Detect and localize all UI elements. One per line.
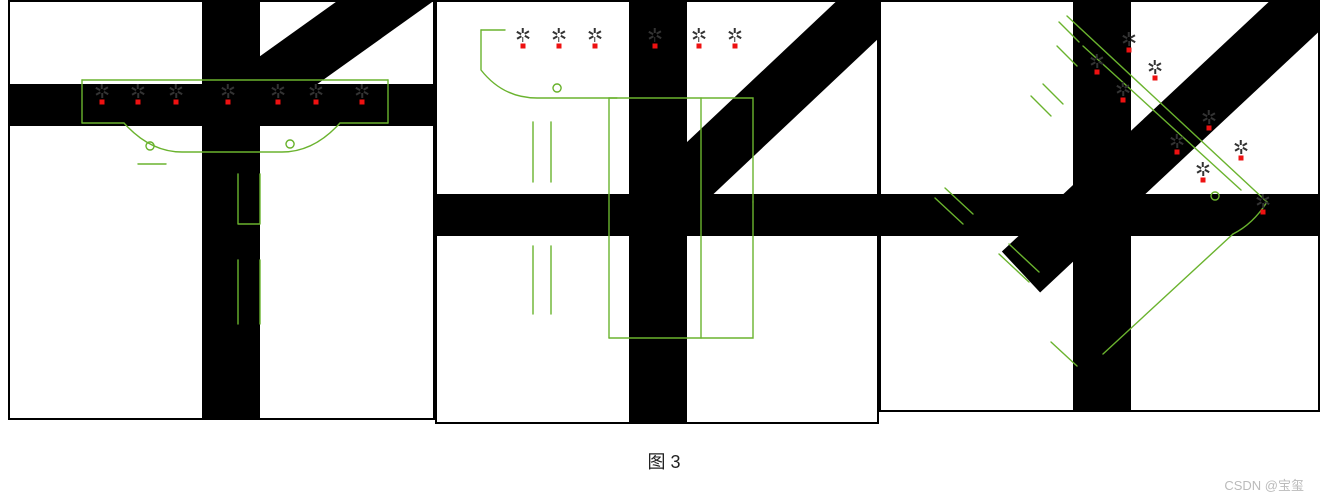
lidar-marker xyxy=(1256,205,1270,219)
lidar-marker xyxy=(1202,121,1216,135)
lidar-marker xyxy=(516,39,530,53)
panel-p1 xyxy=(8,0,435,420)
panel-p3 xyxy=(879,0,1320,412)
lidar-marker xyxy=(1116,93,1130,107)
figure-caption: 图 3 xyxy=(0,448,1328,474)
panel-row xyxy=(0,0,1328,424)
lidar-marker xyxy=(588,39,602,53)
vehicle-overlay xyxy=(437,2,879,422)
lidar-marker xyxy=(1090,65,1104,79)
lidar-marker xyxy=(1122,43,1136,57)
lidar-marker xyxy=(309,95,323,109)
lidar-marker xyxy=(552,39,566,53)
panel-p2 xyxy=(435,0,880,424)
figure-stage: 图 3 CSDN @宝玺 xyxy=(0,0,1328,500)
lidar-marker xyxy=(355,95,369,109)
lidar-marker xyxy=(1148,71,1162,85)
lidar-marker xyxy=(1234,151,1248,165)
lidar-marker xyxy=(648,39,662,53)
lidar-marker xyxy=(271,95,285,109)
lidar-marker xyxy=(692,39,706,53)
watermark: CSDN @宝玺 xyxy=(1224,475,1304,494)
lidar-marker xyxy=(169,95,183,109)
lidar-marker xyxy=(1196,173,1210,187)
lidar-marker xyxy=(221,95,235,109)
lidar-marker xyxy=(131,95,145,109)
lidar-marker xyxy=(95,95,109,109)
lidar-marker xyxy=(1170,145,1184,159)
lidar-marker xyxy=(728,39,742,53)
vehicle-overlay xyxy=(10,2,434,418)
